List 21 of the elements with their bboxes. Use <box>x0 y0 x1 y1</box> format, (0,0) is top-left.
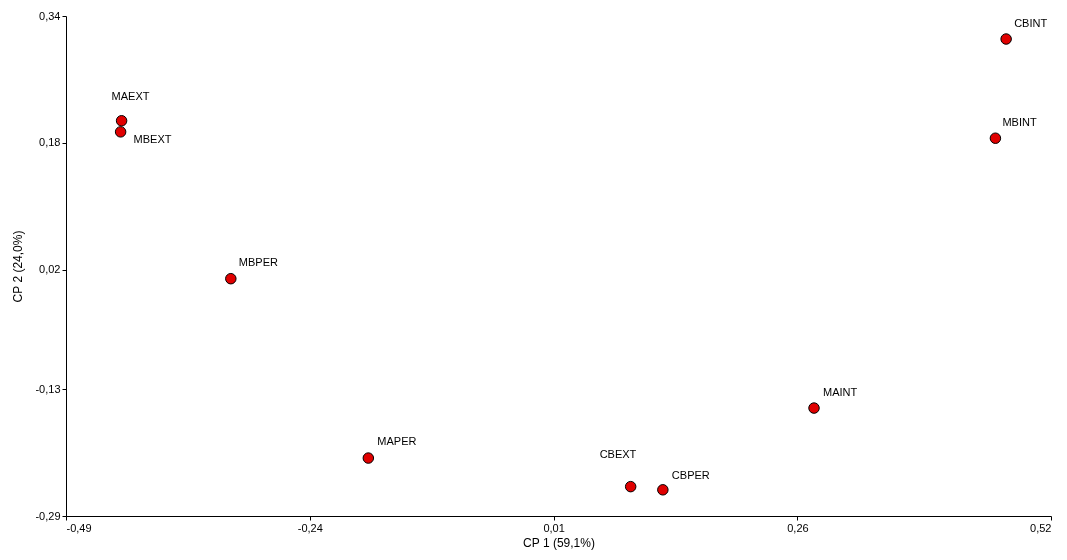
annotation: MBEXT <box>133 132 172 145</box>
x-tick-label: 0,26 <box>787 521 809 534</box>
y-axis-title: CP 2 (24,0%) <box>11 230 26 303</box>
y-tick-label: 0,02 <box>39 263 61 276</box>
annotation: CBPER <box>671 468 710 481</box>
x-tick-label: 0,52 <box>1030 521 1052 534</box>
x-axis-title: CP 1 (59,1%) <box>523 535 595 550</box>
x-tick-label: 0,01 <box>543 521 565 534</box>
annotation: MAPER <box>377 435 417 448</box>
x-tick-label: -0,49 <box>66 521 92 534</box>
annotation: CBEXT <box>599 447 637 460</box>
y-tick-label: -0,13 <box>35 382 61 395</box>
annotation: MBINT <box>1002 116 1037 129</box>
y-tick-label: 0,18 <box>39 136 61 149</box>
y-tick-label: -0,29 <box>35 509 61 522</box>
annotation: MBPER <box>238 255 278 268</box>
annotation: MAINT <box>823 386 858 399</box>
x-tick-label: -0,24 <box>297 521 323 534</box>
annotation: MAEXT <box>111 89 150 102</box>
annotation: CBINT <box>1014 17 1048 30</box>
y-tick-label: 0,34 <box>39 9 61 22</box>
